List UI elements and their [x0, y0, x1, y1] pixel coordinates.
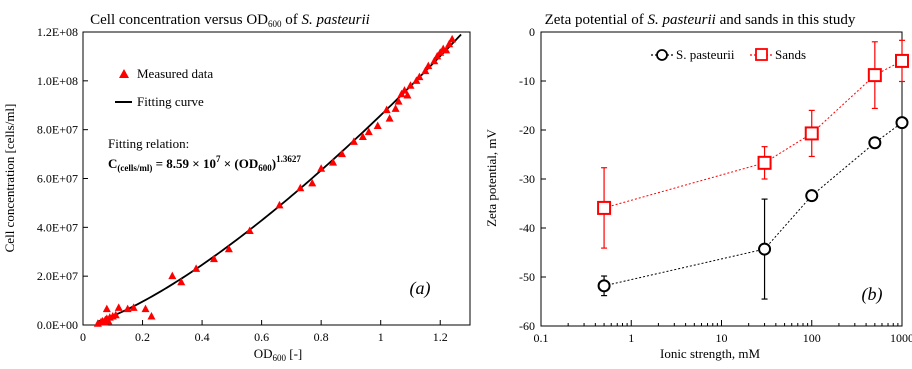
chart-b-legend: S. pasteurii Sands: [651, 47, 806, 62]
panel-label-b: (b): [862, 284, 883, 305]
chart-b-title: Zeta potential of S. pasteurii and sands…: [545, 12, 856, 28]
y-tick-label: -30: [519, 172, 535, 186]
chart-b: Zeta potential of S. pasteurii and sands…: [484, 12, 912, 361]
y-tick-label: 0: [529, 25, 535, 39]
chart-a-y-label: Cell concentration [cells/ml]: [2, 104, 17, 253]
measured-data-point: [168, 272, 176, 280]
chart-a-legend: Measured data Fitting curve: [115, 66, 213, 109]
legend-circle-marker: [657, 50, 667, 60]
y-tick-label: -10: [519, 74, 535, 88]
y-tick-label: 8.0E+07: [37, 123, 78, 137]
x-tick-label: 1: [378, 330, 384, 344]
y-tick-label: -50: [519, 270, 535, 284]
chart-b-y-label: Zeta potential, mV: [484, 128, 499, 226]
x-tick-label: 0.4: [195, 330, 210, 344]
sands-data-point: [759, 157, 771, 169]
chart-a: Cell concentration versus OD600 of S. pa…: [2, 12, 470, 363]
spasteurii-data-point: [897, 117, 908, 128]
spasteurii-data-point: [869, 137, 880, 148]
x-tick-label: 0.2: [135, 330, 150, 344]
measured-data-point: [374, 122, 382, 130]
spasteurii-data-point: [806, 190, 817, 201]
legend-fitting-curve: Fitting curve: [137, 94, 204, 109]
measured-data-point: [115, 303, 123, 311]
chart-a-x-label: OD600 [-]: [254, 346, 303, 363]
measured-data-point: [147, 312, 155, 320]
chart-b-plot-area: 0.1 1 10 100 1000 0 -10 -20 -30 -40 -50 -60: [519, 25, 912, 345]
sands-data-point: [869, 69, 881, 81]
legend-measured-data: Measured data: [137, 66, 213, 81]
fit-equation: C(cells/ml) = 8.59 × 107 × (OD600)1.3627: [108, 154, 301, 173]
sands-series-line: [604, 61, 902, 208]
measured-data-point: [142, 305, 150, 313]
spasteurii-series-line: [604, 123, 902, 286]
fit-relation-label: Fitting relation:: [108, 136, 189, 151]
spasteurii-data-point: [599, 280, 610, 291]
x-tick-label: 1: [628, 331, 634, 345]
panel-label-a: (a): [410, 278, 431, 299]
x-tick-label: 0.8: [314, 330, 329, 344]
chart-a-plot-area: 0 0.2 0.4 0.6 0.8 1 1.2 0.0E+00 2.0E+07 4.0E+07 6.…: [37, 25, 470, 344]
x-tick-label: 0: [80, 330, 86, 344]
legend-sands: Sands: [775, 47, 806, 62]
legend-triangle-marker: [119, 69, 129, 78]
y-tick-label: -60: [519, 319, 535, 333]
y-tick-label: 6.0E+07: [37, 172, 78, 186]
chart-a-title: Cell concentration versus OD600 of S. pa…: [90, 12, 370, 29]
sands-data-point: [806, 127, 818, 139]
measured-data-point: [192, 264, 200, 272]
measured-data-point: [386, 114, 394, 122]
measured-data-point: [448, 35, 456, 43]
y-tick-label: -20: [519, 123, 535, 137]
y-tick-label: 1.2E+08: [37, 25, 78, 39]
legend-square-marker: [756, 49, 767, 60]
legend-spasteurii: S. pasteurii: [676, 47, 735, 62]
spasteurii-data-point: [759, 244, 770, 255]
x-tick-label: 1.2: [433, 330, 448, 344]
chart-b-frame: [541, 32, 902, 326]
y-tick-label: -40: [519, 221, 535, 235]
y-tick-label: 2.0E+07: [37, 269, 78, 283]
sands-data-point: [896, 55, 908, 67]
sands-data-point: [598, 202, 610, 214]
chart-b-x-label: Ionic strength, mM: [660, 346, 760, 361]
y-tick-label: 4.0E+07: [37, 220, 78, 234]
x-tick-label: 100: [803, 331, 821, 345]
measured-data-point: [103, 305, 111, 313]
x-tick-label: 0.1: [534, 331, 549, 345]
fitting-relation-annotation: Fitting relation: C(cells/ml) = 8.59 × 1…: [108, 136, 301, 173]
x-tick-label: 10: [716, 331, 728, 345]
measured-data-point: [392, 104, 400, 112]
y-tick-label: 0.0E+00: [37, 318, 78, 332]
y-tick-label: 1.0E+08: [37, 74, 78, 88]
x-tick-label: 1000: [890, 331, 912, 345]
x-tick-label: 0.6: [254, 330, 269, 344]
